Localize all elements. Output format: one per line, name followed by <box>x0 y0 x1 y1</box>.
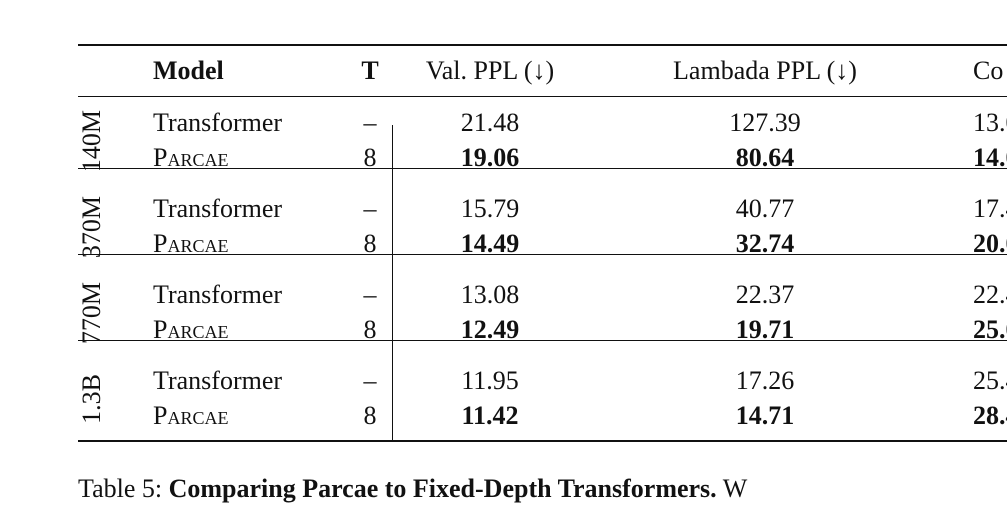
lambada-ppl-cell: 19.71 <box>735 315 795 344</box>
model-cell: Parcae <box>153 143 229 172</box>
extra-cell: 28.44 <box>973 401 1007 430</box>
t-cell: – <box>363 108 377 137</box>
lambada-ppl-cell: 80.64 <box>735 143 795 172</box>
model-cell: Transformer <box>153 280 283 309</box>
model-cell: Transformer <box>153 194 283 223</box>
group-label: 140M <box>77 109 106 173</box>
group-label: 1.3B <box>77 374 106 424</box>
group-rule <box>78 254 1007 255</box>
top-rule <box>78 44 1007 46</box>
caption: Table 5: Comparing Parcae to Fixed-Depth… <box>78 476 747 502</box>
column-header: T <box>361 56 379 85</box>
model-cell: Parcae <box>153 401 229 430</box>
t-cell: – <box>363 194 377 223</box>
extra-cell: 17.46 <box>973 194 1007 223</box>
model-cell: Transformer <box>153 366 283 395</box>
caption-label: Table 5: <box>78 474 163 503</box>
column-header: Val. PPL (↓) <box>425 56 555 85</box>
model-cell: Transformer <box>153 108 283 137</box>
bottom-rule <box>78 440 1007 442</box>
extra-cell: 22.42 <box>973 280 1007 309</box>
val-ppl-cell: 15.79 <box>460 194 520 223</box>
extra-cell: 25.07 <box>973 315 1007 344</box>
val-ppl-cell: 13.08 <box>460 280 520 309</box>
extra-cell: 14.04 <box>973 143 1007 172</box>
group-label: 770M <box>77 281 106 345</box>
column-header: Lambada PPL (↓) <box>673 56 857 85</box>
val-ppl-cell: 11.95 <box>461 366 519 395</box>
val-ppl-cell: 12.49 <box>460 315 520 344</box>
lambada-ppl-cell: 32.74 <box>735 229 795 258</box>
lambada-ppl-cell: 127.39 <box>729 108 801 137</box>
lambada-ppl-cell: 14.71 <box>735 401 795 430</box>
caption-title: Comparing Parcae to Fixed-Depth Transfor… <box>168 474 717 503</box>
lambada-ppl-cell: 40.77 <box>735 194 795 223</box>
val-ppl-cell: 14.49 <box>460 229 520 258</box>
val-ppl-cell: 19.06 <box>460 143 520 172</box>
model-cell: Parcae <box>153 229 229 258</box>
extra-cell: 20.00 <box>973 229 1007 258</box>
group-rule <box>78 168 1007 169</box>
caption-text: W <box>722 474 748 503</box>
group-rule <box>78 340 1007 341</box>
column-header: Model <box>153 56 224 85</box>
extra-cell: 25.45 <box>973 366 1007 395</box>
model-cell: Parcae <box>153 315 229 344</box>
t-cell: 8 <box>363 315 377 344</box>
vertical-rule <box>392 125 393 441</box>
val-ppl-cell: 21.48 <box>460 108 520 137</box>
lambada-ppl-cell: 22.37 <box>735 280 795 309</box>
t-cell: – <box>363 366 377 395</box>
column-header: Co <box>973 56 1004 85</box>
t-cell: – <box>363 280 377 309</box>
val-ppl-cell: 11.42 <box>461 401 519 430</box>
lambada-ppl-cell: 17.26 <box>735 366 795 395</box>
t-cell: 8 <box>363 401 377 430</box>
t-cell: 8 <box>363 229 377 258</box>
t-cell: 8 <box>363 143 377 172</box>
header-rule <box>78 96 1007 97</box>
group-label: 370M <box>77 195 106 259</box>
extra-cell: 13.00 <box>973 108 1007 137</box>
